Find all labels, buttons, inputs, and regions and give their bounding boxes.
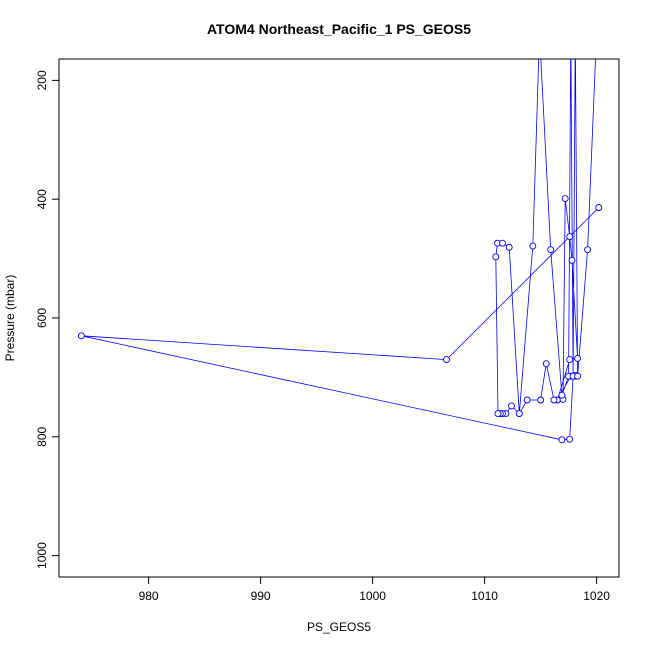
data-point <box>550 396 558 404</box>
data-point <box>523 396 531 404</box>
data-point <box>572 30 578 36</box>
data-point <box>542 360 550 368</box>
data-point <box>574 372 582 380</box>
data-point <box>515 410 523 418</box>
data-point <box>505 243 513 251</box>
data-point <box>574 354 582 362</box>
data-point <box>566 356 574 364</box>
data-point <box>494 410 502 418</box>
data-point <box>558 391 566 399</box>
y-axis-label: Pressure (mbar) <box>3 275 17 362</box>
data-point <box>566 435 574 443</box>
y-tick-label: 200 <box>35 70 49 90</box>
data-point <box>529 242 537 250</box>
chart-title: ATOM4 Northeast_Pacific_1 PS_GEOS5 <box>207 21 471 37</box>
data-point <box>594 30 600 36</box>
data-point <box>499 239 506 247</box>
y-axis: 200 400 600 800 1000 <box>35 70 60 569</box>
y-tick-label: 800 <box>35 426 49 446</box>
data-point <box>508 402 515 410</box>
x-axis-label: PS_GEOS5 <box>307 620 371 634</box>
x-tick-label: 1020 <box>583 589 610 603</box>
data-point <box>443 356 450 364</box>
data-point <box>537 396 545 404</box>
series-layer <box>77 30 603 444</box>
data-point <box>566 233 574 241</box>
data-point <box>561 195 569 203</box>
data-point <box>595 204 603 211</box>
data-point <box>558 436 566 444</box>
data-point <box>584 246 592 254</box>
x-tick-label: 980 <box>139 589 159 603</box>
x-tick-label: 1000 <box>359 589 386 603</box>
y-tick-label: 400 <box>35 189 49 209</box>
data-point <box>568 256 576 264</box>
data-point <box>492 253 500 261</box>
x-tick-label: 1010 <box>471 589 498 603</box>
plot-frame <box>58 58 620 578</box>
y-tick-label: 1000 <box>35 542 49 569</box>
series-line <box>81 59 600 441</box>
y-tick-label: 600 <box>35 308 49 328</box>
x-axis: 980 990 1000 1010 1020 <box>139 576 610 603</box>
data-point <box>568 30 574 36</box>
data-point <box>547 246 555 254</box>
data-point <box>77 332 85 340</box>
data-point <box>537 30 543 36</box>
x-tick-label: 990 <box>251 589 271 603</box>
